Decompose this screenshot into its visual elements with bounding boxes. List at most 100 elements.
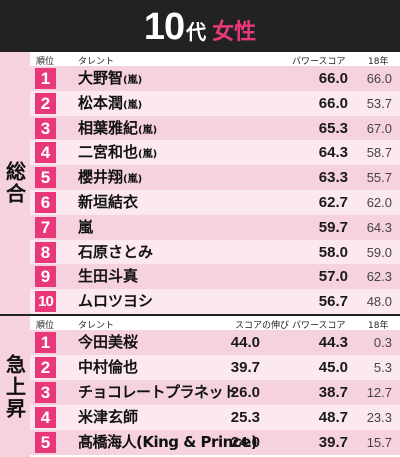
talent-name-text: 松本潤 (78, 93, 124, 112)
rank-badge: 9 (35, 266, 56, 288)
rank-badge: 7 (35, 216, 56, 238)
talent-name-text: 相葉雅紀 (78, 118, 139, 137)
rising-section: 急上昇 順位 タレント スコアの伸び パワースコア 18年 1 今田美桜 44.0 4… (0, 316, 400, 457)
overall-row: 2 松本潤(嵐) 66.0 53.7 (30, 90, 400, 116)
overall-side-label: 総合 (0, 52, 30, 314)
talent-name: 石原さとみ (78, 240, 153, 265)
power-score: 64.3 (318, 144, 348, 162)
rank-badge: 4 (35, 142, 56, 164)
col-prev: 18年 (368, 321, 389, 331)
age-label: 10 (143, 6, 185, 48)
col-power: パワースコア (292, 321, 346, 331)
overall-row: 4 二宮和也(嵐) 64.3 58.7 (30, 140, 400, 167)
talent-name: 大野智(嵐) (78, 66, 142, 93)
col-talent: タレント (78, 321, 115, 331)
talent-name: 生田斗真 (78, 264, 138, 289)
talent-group: (嵐) (138, 149, 158, 161)
prev-year-score: 53.7 (366, 95, 392, 111)
talent-group: (嵐) (138, 124, 158, 136)
power-score: 62.7 (318, 194, 348, 211)
talent-name-text: 新垣結衣 (78, 193, 139, 211)
talent-name-text: 生田斗真 (78, 267, 139, 286)
talent-name: 米津玄師 (78, 408, 139, 426)
rank-badge: 10 (35, 291, 56, 313)
rank-badge: 5 (35, 167, 56, 189)
rising-row: 2 中村倫也 39.7 45.0 5.3 (30, 355, 400, 380)
rank-badge: 5 (35, 432, 56, 453)
prev-year-score: 67.0 (366, 120, 392, 136)
rank-badge: 3 (35, 382, 56, 403)
prev-year-score: 66.0 (366, 71, 392, 86)
talent-name-text: 二宮和也 (78, 143, 139, 162)
talent-name-text: ムロツヨシ (78, 292, 154, 311)
overall-row: 5 櫻井翔(嵐) 63.3 55.7 (30, 165, 400, 191)
talent-name: 嵐 (78, 215, 93, 240)
overall-section: 総合 順位 タレント パワースコア 18年 1 大野智(嵐) 66.0 66.0 2 松本… (0, 52, 400, 315)
overall-row: 8 石原さとみ 58.0 59.0 (30, 239, 400, 265)
overall-column-header: 順位 タレント パワースコア 18年 (30, 52, 400, 67)
col-growth: スコアの伸び (235, 321, 290, 331)
power-score: 66.0 (318, 94, 348, 112)
talent-name-text: 大野智 (78, 69, 124, 87)
age-suffix: 代 (186, 20, 207, 44)
power-score: 59.7 (318, 218, 348, 236)
rising-side-label: 急上昇 (0, 316, 30, 457)
power-score: 56.7 (318, 293, 348, 311)
section-divider (0, 314, 400, 316)
prev-year-score: 48.0 (366, 294, 392, 310)
rank-badge: 4 (35, 407, 56, 428)
rising-column-header: 順位 タレント スコアの伸び パワースコア 18年 (30, 316, 400, 331)
talent-name: チョコレートプラネット (78, 383, 238, 401)
prev-year-score: 55.7 (366, 170, 392, 186)
score-growth: 24.0 (230, 434, 260, 451)
power-score: 57.0 (318, 268, 348, 286)
prev-year-score: 15.7 (366, 435, 392, 450)
rank-badge: 8 (35, 241, 56, 263)
overall-row: 1 大野智(嵐) 66.0 66.0 (30, 66, 400, 91)
rising-row: 3 チョコレートプラネット 26.0 38.7 12.7 (30, 380, 400, 405)
rising-row: 1 今田美桜 44.0 44.3 0.3 (30, 330, 400, 355)
overall-row: 3 相葉雅紀(嵐) 65.3 67.0 (30, 115, 400, 141)
prev-year-score: 23.3 (366, 410, 392, 425)
col-power: パワースコア (292, 57, 346, 67)
overall-row: 6 新垣結衣 62.7 62.0 (30, 190, 400, 215)
gender-label: 女性 (212, 20, 257, 45)
power-score: 38.7 (318, 384, 348, 401)
col-rank: 順位 (36, 57, 55, 67)
talent-group: (嵐) (123, 174, 143, 186)
prev-year-score: 62.0 (366, 195, 392, 210)
talent-name: 新垣結衣 (78, 190, 138, 215)
talent-name: 中村倫也 (78, 358, 139, 376)
rank-badge: 2 (35, 92, 56, 114)
rank-badge: 6 (35, 192, 56, 213)
talent-group: (嵐) (123, 75, 143, 86)
prev-year-score: 58.7 (366, 145, 392, 161)
prev-year-score: 59.0 (366, 244, 392, 260)
col-talent: タレント (78, 57, 115, 67)
talent-name: 今田美桜 (78, 333, 139, 351)
overall-row: 7 嵐 59.7 64.3 (30, 214, 400, 240)
rank-badge: 3 (35, 117, 56, 139)
score-growth: 44.0 (230, 334, 260, 351)
prev-year-score: 0.3 (373, 335, 392, 350)
rising-row: 5 髙橋海人(King & Prince) 24.0 39.7 15.7 (30, 430, 400, 455)
talent-name-text: 石原さとみ (78, 242, 154, 261)
talent-name-text: 嵐 (78, 217, 94, 236)
score-growth: 39.7 (230, 359, 260, 376)
score-growth: 25.3 (230, 409, 260, 426)
talent-name: ムロツヨシ (78, 289, 153, 314)
power-score: 44.3 (318, 334, 348, 351)
prev-year-score: 64.3 (366, 219, 392, 235)
power-score: 66.0 (318, 70, 348, 87)
col-prev: 18年 (368, 57, 389, 67)
power-score: 58.0 (318, 243, 348, 261)
prev-year-score: 62.3 (366, 269, 392, 285)
rank-badge: 1 (35, 332, 56, 353)
power-score: 63.3 (318, 169, 348, 187)
overall-row: 10 ムロツヨシ 56.7 48.0 (30, 289, 400, 315)
score-growth: 26.0 (230, 384, 260, 401)
col-rank: 順位 (36, 321, 55, 331)
talent-name: 二宮和也(嵐) (78, 140, 157, 167)
power-score: 65.3 (318, 119, 348, 137)
